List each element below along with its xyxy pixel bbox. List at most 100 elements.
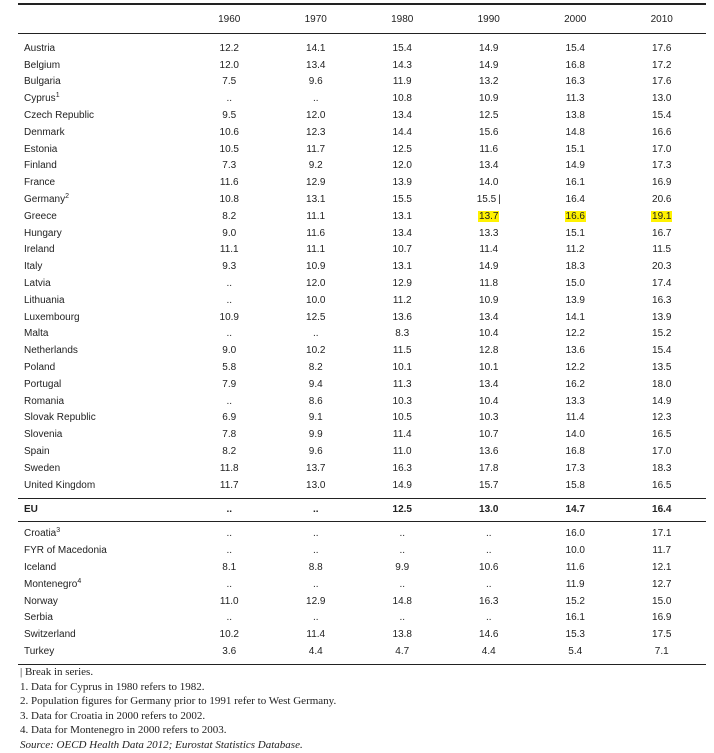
table-cell: 18.3 (652, 462, 672, 474)
table-top-rule (18, 3, 706, 5)
table-cell: 20.3 (652, 261, 672, 273)
table-cell: 12.0 (306, 110, 326, 122)
table-cell: 12.5 (392, 143, 412, 155)
col-header: 2000 (564, 13, 587, 25)
table-cell: 15.5 | (476, 194, 501, 206)
row-label: France (24, 177, 56, 189)
table-cell: 12.2 (565, 362, 585, 374)
table-cell: 10.9 (479, 93, 499, 105)
footnote-marker: 4 (77, 577, 82, 585)
table-cell: 11.1 (219, 244, 239, 256)
row-label: Finland (24, 160, 57, 172)
table-cell: 7.9 (222, 378, 237, 390)
table-row: Estonia 10.5 11.7 12.5 11.6 15.1 17.0 (18, 141, 706, 158)
row-label: Denmark (24, 126, 65, 138)
data-table: 1960 1970 1980 1990 2000 2010 Austria 12.… (18, 3, 706, 665)
table-cell: 9.4 (308, 378, 323, 390)
table-cell: 13.8 (565, 110, 585, 122)
header-rule (18, 33, 706, 34)
footnote-marker: 3 (56, 527, 61, 535)
table-row: Italy 9.3 10.9 13.1 14.9 18.3 20.3 (18, 258, 706, 275)
row-label: Germany2 (24, 193, 70, 206)
table-cell: 8.6 (308, 395, 323, 407)
table-cell: 11.6 (219, 177, 239, 189)
table-cell: 12.0 (219, 59, 239, 71)
table-cell: 16.8 (565, 446, 585, 458)
table-row: Greece 8.2 11.1 13.1 13.7 16.6 19.1 (18, 208, 706, 225)
table-cell: 13.9 (392, 177, 412, 189)
table-cell: 16.9 (652, 177, 672, 189)
row-label: Slovenia (24, 429, 63, 441)
table-cell: 14.9 (652, 395, 672, 407)
table-cell: 14.9 (479, 42, 499, 54)
table-cell: 14.8 (392, 595, 412, 607)
table-cell: 15.4 (392, 42, 412, 54)
table-cell: 16.7 (652, 227, 672, 239)
table-row: Hungary 9.0 11.6 13.4 13.3 15.1 16.7 (18, 225, 706, 242)
table-cell: 12.9 (392, 278, 412, 290)
table-cell: 17.2 (652, 59, 672, 71)
table-header: 1960 1970 1980 1990 2000 2010 (18, 5, 706, 33)
table-row: Malta.... 8.3 10.4 12.2 15.2 (18, 326, 706, 343)
table-cell: 6.9 (222, 412, 237, 424)
row-label: Czech Republic (24, 110, 95, 122)
table-cell: 13.6 (479, 446, 499, 458)
table-cell: .. (399, 578, 406, 590)
row-label: Poland (24, 362, 56, 374)
table-cell: .. (312, 578, 319, 590)
source-note: Source: OECD Health Data 2012; Eurostat … (20, 738, 303, 751)
table-cell: 16.0 (565, 528, 585, 540)
table-cell: 15.1 (565, 227, 585, 239)
col-header: 1980 (391, 13, 414, 25)
table-cell: 10.7 (479, 429, 499, 441)
eu-top-rule (18, 497, 706, 499)
table-row: Austria 12.2 14.1 15.4 14.9 15.4 17.6 (18, 40, 706, 57)
table-cell: 15.0 (652, 595, 672, 607)
table-cell: .. (399, 528, 406, 540)
row-label: Austria (24, 42, 56, 54)
table-cell: 7.8 (222, 429, 237, 441)
table-cell: 9.6 (308, 76, 323, 88)
table-cell: 13.3 (565, 395, 585, 407)
table-cell: .. (399, 545, 406, 557)
row-label: Portugal (24, 378, 62, 390)
table-cell: 9.0 (222, 345, 237, 357)
table-cell: .. (312, 612, 319, 624)
table-cell: .. (226, 278, 233, 290)
table-cell: .. (485, 578, 492, 590)
table-row: Slovenia 7.8 9.9 11.4 10.7 14.0 16.5 (18, 426, 706, 443)
footnotes: | Break in series. 1. Data for Cyprus in… (20, 665, 336, 752)
table-cell: 12.1 (652, 562, 672, 573)
table-cell: 18.3 (565, 261, 585, 273)
row-label: Ireland (24, 244, 55, 256)
table-cell: 11.5 (392, 345, 412, 357)
table-cell: 14.7 (565, 504, 585, 516)
table-row: Montenegro4........ 11.9 12.7 (18, 576, 706, 593)
table-cell: 11.9 (392, 76, 412, 88)
table-cell: 12.5 (306, 311, 326, 323)
table-cell: 16.4 (565, 194, 585, 206)
table-cell: 10.8 (392, 93, 412, 105)
table-cell: 10.1 (392, 362, 412, 374)
table-row: United Kingdom 11.7 13.0 14.9 15.7 15.8 16.5 (18, 477, 706, 494)
table-cell: 13.6 (392, 311, 412, 323)
table-row: Iceland 8.1 8.8 9.9 10.6 11.6 12.1 (18, 559, 706, 576)
table-cell: 15.8 (565, 479, 585, 491)
table-row: Portugal 7.9 9.4 11.3 13.4 16.2 18.0 (18, 376, 706, 393)
row-label: EU (24, 504, 38, 516)
table-cell: 16.3 (479, 595, 499, 607)
table-cell: 13.4 (392, 110, 412, 122)
table-cell: 11.0 (392, 446, 412, 458)
table-cell: .. (312, 93, 319, 105)
table-cell: 14.4 (392, 126, 412, 138)
table-cell: 12.9 (306, 177, 326, 189)
table-cell: 16.4 (652, 504, 672, 516)
table-cell: 14.3 (392, 59, 412, 71)
col-header: 2010 (650, 13, 673, 25)
footnote-marker: 1 (55, 92, 60, 100)
table-cell: 13.3 (479, 227, 499, 239)
table-cell: 3.6 (222, 645, 237, 657)
table-cell: 16.1 (565, 612, 585, 624)
table-row: Luxembourg 10.9 12.5 13.6 13.4 14.1 13.9 (18, 309, 706, 326)
table-cell: 13.4 (479, 311, 499, 323)
